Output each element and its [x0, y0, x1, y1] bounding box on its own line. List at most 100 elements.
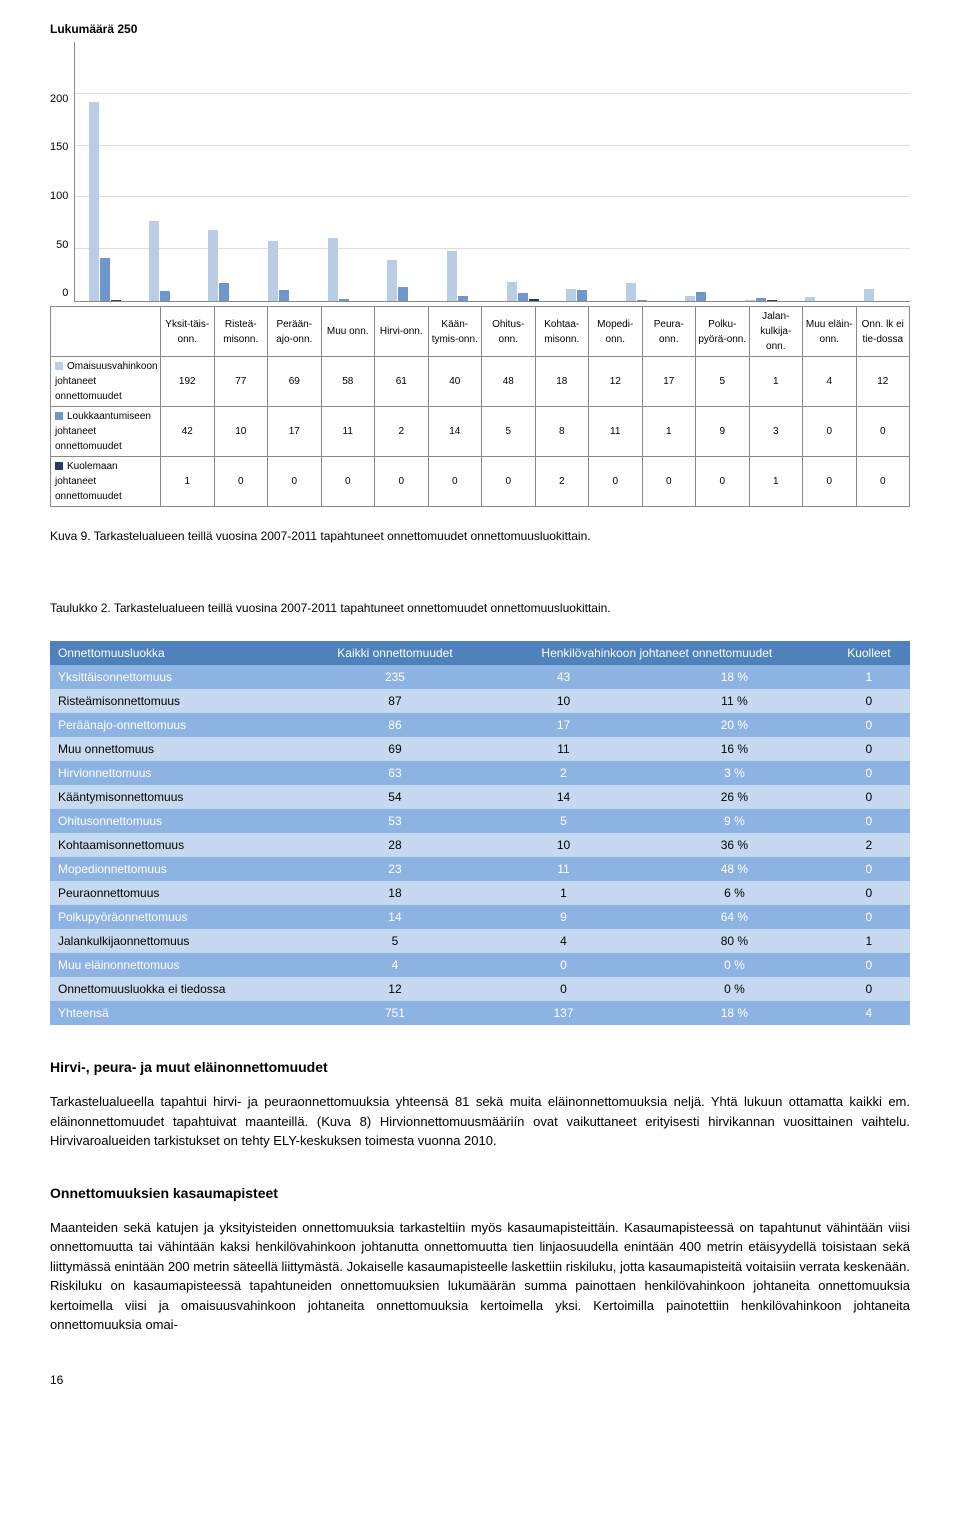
row-label: Mopedionnettomuus	[50, 857, 304, 881]
bar	[767, 300, 777, 301]
chart-area: 200 150 100 50 0	[50, 42, 910, 302]
bar	[447, 251, 457, 301]
legend-square-icon	[55, 462, 63, 470]
row-label: Hirvionnettomuus	[50, 761, 304, 785]
row-all: 14	[304, 905, 486, 929]
row-all: 69	[304, 737, 486, 761]
row-dead: 0	[828, 761, 910, 785]
row-label: Kääntymisonnettomuus	[50, 785, 304, 809]
series-value: 11	[321, 407, 375, 457]
series-value: 0	[589, 457, 643, 507]
row-dead: 0	[828, 857, 910, 881]
category-header: Onn. lk ei tie-dossa	[856, 307, 910, 357]
bar	[387, 260, 397, 301]
category-header: Muu eläin-onn.	[803, 307, 857, 357]
row-all: 54	[304, 785, 486, 809]
series-label: Loukkaantumiseen johtaneet onnettomuudet	[51, 407, 161, 457]
table-row: Yksittäisonnettomuus2354318 %1	[50, 665, 910, 689]
table-row: Onnettomuusluokka ei tiedossa1200 %0	[50, 977, 910, 1001]
row-label: Muu onnettomuus	[50, 737, 304, 761]
row-all: 12	[304, 977, 486, 1001]
row-all: 87	[304, 689, 486, 713]
category-header: Hirvi-onn.	[375, 307, 429, 357]
table-caption: Taulukko 2. Tarkastelualueen teillä vuos…	[50, 599, 910, 617]
bar	[268, 241, 278, 301]
row-hv: 14	[486, 785, 641, 809]
table-row: Muu eläinonnettomuus400 %0	[50, 953, 910, 977]
row-dead: 0	[828, 713, 910, 737]
bar-group	[672, 42, 732, 301]
series-value: 12	[856, 357, 910, 407]
bar	[160, 291, 170, 301]
bar	[458, 296, 468, 301]
table-row: Ohitusonnettomuus5359 %0	[50, 809, 910, 833]
row-pct: 36 %	[641, 833, 828, 857]
row-pct: 16 %	[641, 737, 828, 761]
row-dead: 0	[828, 977, 910, 1001]
series-value: 61	[375, 357, 429, 407]
table-row: Kohtaamisonnettomuus281036 %2	[50, 833, 910, 857]
page-number: 16	[50, 1371, 910, 1389]
series-value: 0	[428, 457, 482, 507]
accident-class-table: Onnettomuusluokka Kaikki onnettomuudet H…	[50, 641, 910, 1025]
category-header: Yksit-täis-onn.	[161, 307, 215, 357]
row-hv: 1	[486, 881, 641, 905]
category-header: Jalan-kulkija-onn.	[749, 307, 803, 357]
row-hv: 5	[486, 809, 641, 833]
series-value: 1	[749, 457, 803, 507]
row-dead: 4	[828, 1001, 910, 1025]
bar-chart: Lukumäärä 250 200 150 100 50 0 Yksit-täi…	[50, 20, 910, 507]
row-hv: 0	[486, 953, 641, 977]
row-label: Yhteensä	[50, 1001, 304, 1025]
row-hv: 11	[486, 857, 641, 881]
series-value: 2	[535, 457, 589, 507]
series-value: 12	[589, 357, 643, 407]
row-all: 53	[304, 809, 486, 833]
para-kasauma: Maanteiden sekä katujen ja yksityisteide…	[50, 1218, 910, 1335]
row-pct: 18 %	[641, 1001, 828, 1025]
bar-group	[612, 42, 672, 301]
bar-group	[731, 42, 791, 301]
bar	[219, 283, 229, 301]
bar	[805, 297, 815, 301]
col-hv: Henkilövahinkoon johtaneet onnettomuudet	[486, 641, 828, 665]
row-label: Kohtaamisonnettomuus	[50, 833, 304, 857]
row-hv: 11	[486, 737, 641, 761]
series-value: 0	[482, 457, 536, 507]
row-all: 63	[304, 761, 486, 785]
table-row: Mopedionnettomuus231148 %0	[50, 857, 910, 881]
bar	[637, 300, 647, 301]
series-value: 8	[535, 407, 589, 457]
category-header: Polku-pyörä-onn.	[696, 307, 750, 357]
series-value: 0	[803, 457, 857, 507]
plot-region	[74, 42, 910, 302]
row-dead: 0	[828, 905, 910, 929]
bar	[864, 289, 874, 301]
y-axis-title: Lukumäärä 250	[50, 20, 910, 38]
series-value: 2	[375, 407, 429, 457]
series-value: 58	[321, 357, 375, 407]
row-pct: 6 %	[641, 881, 828, 905]
bar-group	[195, 42, 255, 301]
bar-group	[373, 42, 433, 301]
series-value: 1	[642, 407, 696, 457]
bar	[507, 282, 517, 301]
row-label: Peräänajo-onnettomuus	[50, 713, 304, 737]
bar	[149, 221, 159, 301]
series-value: 18	[535, 357, 589, 407]
row-all: 5	[304, 929, 486, 953]
series-value: 9	[696, 407, 750, 457]
row-pct: 80 %	[641, 929, 828, 953]
row-pct: 26 %	[641, 785, 828, 809]
bar	[100, 258, 110, 302]
legend-square-icon	[55, 362, 63, 370]
row-hv: 137	[486, 1001, 641, 1025]
row-hv: 17	[486, 713, 641, 737]
category-header: Mopedi-onn.	[589, 307, 643, 357]
series-value: 0	[321, 457, 375, 507]
heading-hirvi: Hirvi-, peura- ja muut eläinonnettomuude…	[50, 1057, 910, 1078]
table-row: Kääntymisonnettomuus541426 %0	[50, 785, 910, 809]
series-value: 5	[482, 407, 536, 457]
row-dead: 0	[828, 881, 910, 905]
bar	[566, 289, 576, 301]
